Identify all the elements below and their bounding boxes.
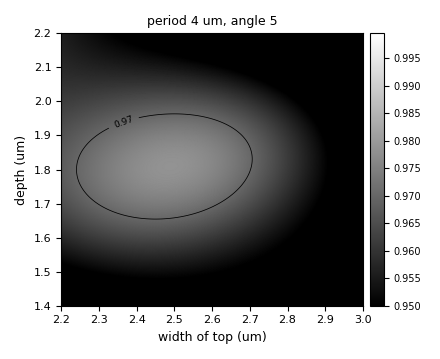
Title: period 4 um, angle 5: period 4 um, angle 5 <box>147 15 277 28</box>
Y-axis label: depth (um): depth (um) <box>15 135 28 205</box>
Text: 0.97: 0.97 <box>113 114 135 130</box>
X-axis label: width of top (um): width of top (um) <box>158 331 267 344</box>
